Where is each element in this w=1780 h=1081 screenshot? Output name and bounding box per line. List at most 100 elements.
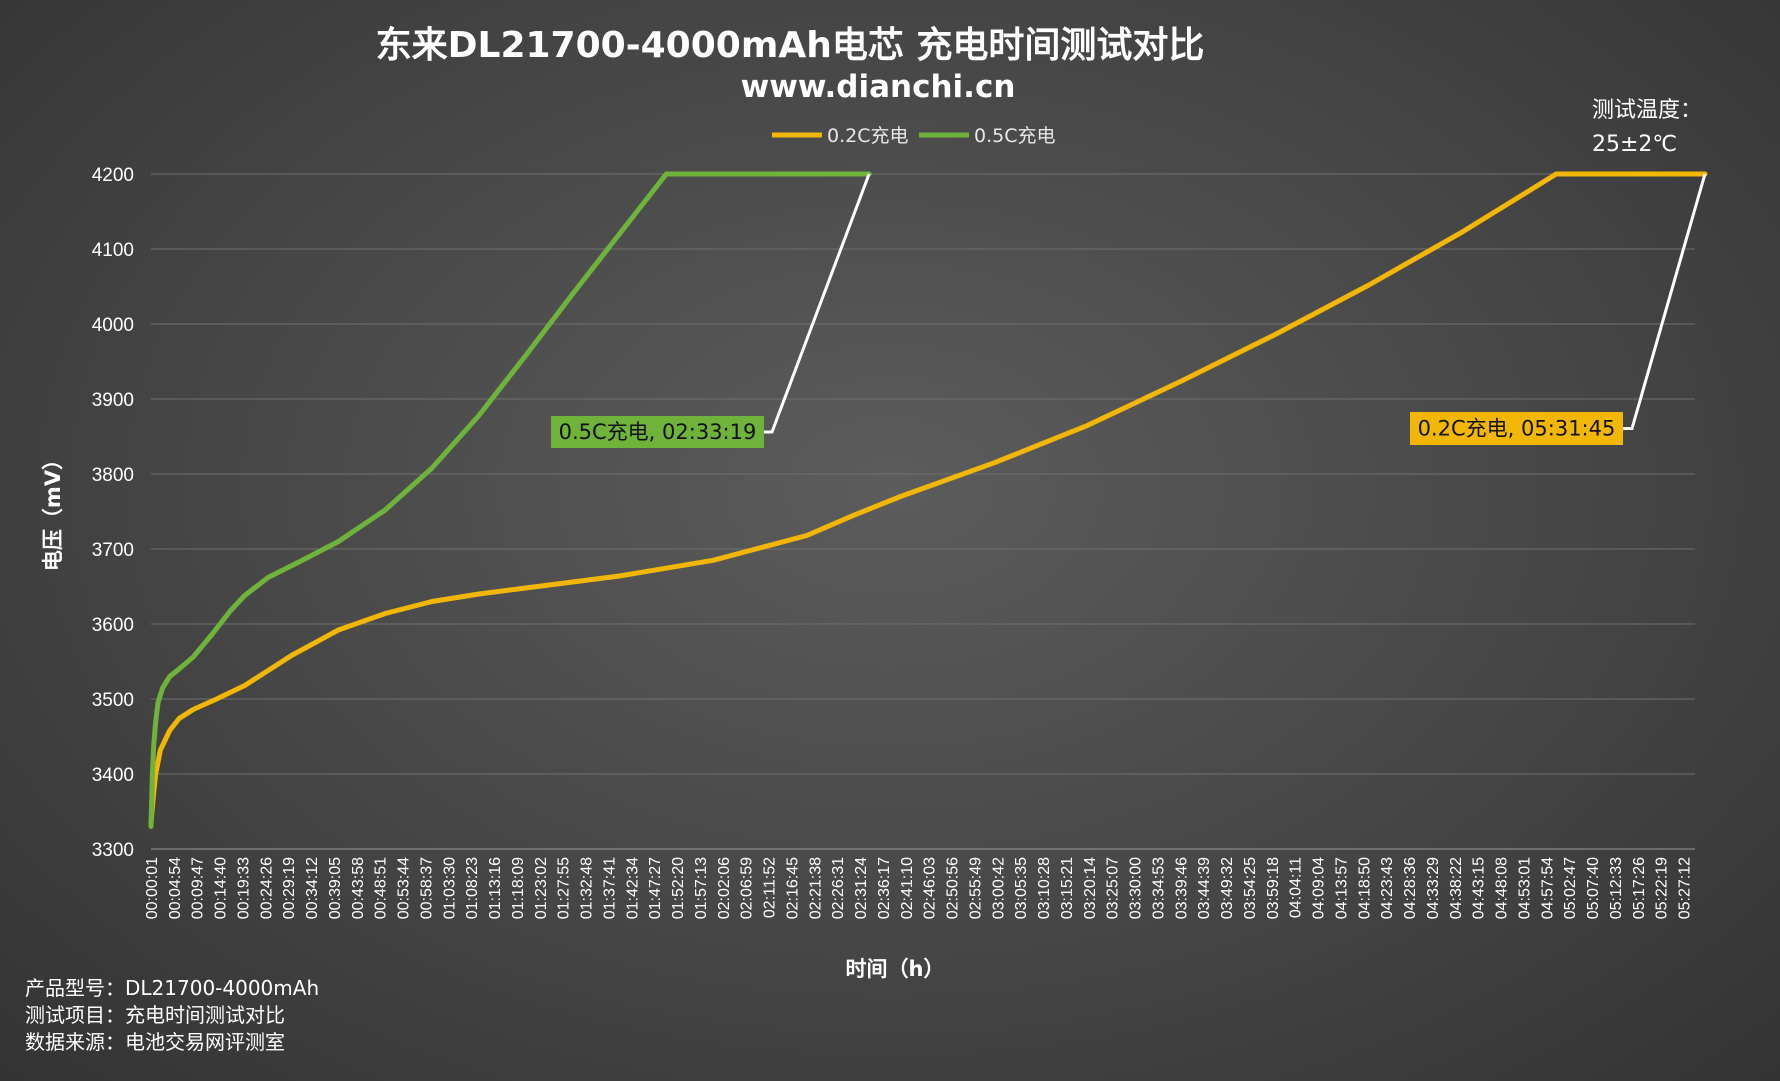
x-tick-label: 03:39:46: [1173, 857, 1190, 919]
x-tick-label: 00:53:44: [396, 857, 413, 919]
y-tick-label: 3800: [92, 465, 134, 486]
series-line: [148, 171, 872, 829]
y-tick-label: 3400: [92, 765, 134, 786]
chart-title: 东来DL21700-4000mAh电芯 充电时间测试对比: [376, 25, 1205, 66]
x-tick-label: 03:25:07: [1105, 857, 1122, 919]
x-tick-label: 00:00:01: [144, 857, 161, 919]
x-tick-label: 01:42:34: [624, 857, 641, 919]
x-tick-label: 00:34:12: [304, 857, 321, 919]
callout-leader: [764, 173, 871, 434]
x-tick-label: 05:17:26: [1631, 857, 1648, 919]
gridlines: [151, 173, 1695, 850]
x-tick-label: 03:59:18: [1265, 857, 1282, 919]
x-tick-label: 01:08:23: [464, 857, 481, 919]
x-tick-label: 02:36:17: [876, 857, 893, 919]
x-tick-label: 00:39:05: [327, 857, 344, 919]
legend-label-0.2c: 0.2C充电: [827, 125, 908, 147]
x-tick-label: 04:09:04: [1311, 857, 1328, 919]
x-tick-label: 00:14:40: [213, 857, 230, 919]
legend-label-0.5c: 0.5C充电: [974, 125, 1055, 147]
x-tick-label: 00:24:26: [258, 857, 275, 919]
series-line: [148, 171, 1708, 826]
x-tick-label: 03:10:28: [1036, 857, 1053, 919]
x-tick-label: 01:27:55: [556, 857, 573, 919]
x-tick-label: 05:22:19: [1654, 857, 1671, 919]
x-tick-label: 04:04:11: [1288, 857, 1305, 918]
x-tick-label: 00:19:33: [235, 857, 252, 919]
x-tick-label: 04:53:01: [1516, 857, 1533, 919]
callout-label: 0.5C充电, 02:33:19: [559, 420, 757, 444]
y-axis-ticks: 3300 3400 3500 3600 3700 3800 3900 4000 4100 4200: [92, 165, 134, 861]
x-tick-label: 04:33:29: [1425, 857, 1442, 919]
x-tick-label: 01:18:09: [510, 857, 527, 919]
y-tick-label: 4200: [92, 165, 134, 186]
x-tick-label: 03:15:21: [1059, 857, 1076, 919]
info-source: 数据来源：电池交易网评测室: [25, 1030, 285, 1054]
x-tick-label: 04:48:08: [1494, 857, 1511, 919]
x-tick-label: 03:54:25: [1242, 857, 1259, 919]
callouts: 0.5C充电, 02:33:19 0.2C充电, 05:31:45: [551, 173, 1707, 448]
x-tick-label: 04:18:50: [1356, 857, 1373, 919]
series-lines: [148, 171, 1708, 829]
x-tick-label: 04:43:15: [1471, 857, 1488, 919]
x-tick-label: 03:30:00: [1128, 857, 1145, 919]
x-tick-label: 02:11:52: [762, 857, 779, 918]
info-block: 产品型号：DL21700-4000mAh 测试项目：充电时间测试对比 数据来源：…: [25, 976, 319, 1054]
y-tick-label: 3600: [92, 615, 134, 636]
x-tick-label: 02:55:49: [967, 857, 984, 919]
x-tick-label: 01:52:20: [670, 857, 687, 919]
x-tick-label: 01:23:02: [533, 857, 550, 919]
x-tick-label: 02:16:45: [784, 857, 801, 919]
x-tick-label: 03:05:35: [1013, 857, 1030, 919]
x-tick-label: 04:23:43: [1379, 857, 1396, 919]
x-tick-label: 02:50:56: [945, 857, 962, 919]
legend: 0.2C充电 0.5C充电: [772, 125, 1055, 147]
y-tick-label: 3700: [92, 540, 134, 561]
x-tick-label: 01:47:27: [647, 857, 664, 919]
x-tick-label: 05:12:33: [1608, 857, 1625, 919]
y-tick-label: 3900: [92, 390, 134, 411]
x-tick-label: 04:57:54: [1539, 857, 1556, 919]
x-tick-label: 02:06:59: [739, 857, 756, 919]
x-tick-label: 00:29:19: [281, 857, 298, 919]
chart-subtitle: www.dianchi.cn: [741, 69, 1016, 105]
temperature-value: 25±2℃: [1592, 132, 1677, 157]
info-project: 测试项目：充电时间测试对比: [25, 1003, 285, 1027]
y-tick-label: 3500: [92, 690, 134, 711]
x-tick-label: 03:49:32: [1219, 857, 1236, 919]
x-tick-label: 02:41:10: [899, 857, 916, 919]
callout-leader: [1623, 173, 1707, 430]
x-tick-label: 04:28:36: [1402, 857, 1419, 919]
x-tick-label: 03:44:39: [1196, 857, 1213, 919]
x-tick-label: 01:37:41: [601, 857, 618, 919]
x-tick-label: 05:07:40: [1585, 857, 1602, 919]
y-axis-title: 电压（mV）: [41, 449, 65, 571]
x-tick-label: 00:58:37: [418, 857, 435, 919]
x-tick-label: 02:21:38: [807, 857, 824, 919]
x-tick-label: 03:34:53: [1150, 857, 1167, 919]
callout-label: 0.2C充电, 05:31:45: [1418, 417, 1616, 441]
y-tick-label: 4000: [92, 315, 134, 336]
x-tick-label: 05:02:47: [1562, 857, 1579, 919]
x-tick-label: 01:03:30: [441, 857, 458, 919]
x-tick-label: 02:46:03: [922, 857, 939, 919]
x-tick-label: 03:00:42: [990, 857, 1007, 919]
y-tick-label: 4100: [92, 240, 134, 261]
x-tick-label: 04:38:22: [1448, 857, 1465, 919]
x-tick-label: 01:32:48: [579, 857, 596, 919]
x-axis-title: 时间（h）: [846, 957, 945, 981]
x-tick-label: 02:26:31: [830, 857, 847, 919]
x-tick-label: 01:13:16: [487, 857, 504, 919]
callout-box: [1410, 412, 1623, 445]
x-tick-label: 05:27:12: [1677, 857, 1694, 919]
y-tick-label: 3300: [92, 840, 134, 861]
x-tick-label: 00:09:47: [190, 857, 207, 919]
x-tick-label: 04:13:57: [1333, 857, 1350, 919]
x-tick-label: 00:48:51: [373, 857, 390, 919]
x-tick-label: 02:31:24: [853, 857, 870, 919]
x-tick-label: 00:43:58: [350, 857, 367, 919]
temperature-label: 测试温度：: [1592, 98, 1702, 123]
x-axis-ticks: 00:00:01 00:04:54 00:09:47 00:14:40 00:19:33…: [144, 857, 1694, 919]
x-tick-label: 02:02:06: [716, 857, 733, 919]
